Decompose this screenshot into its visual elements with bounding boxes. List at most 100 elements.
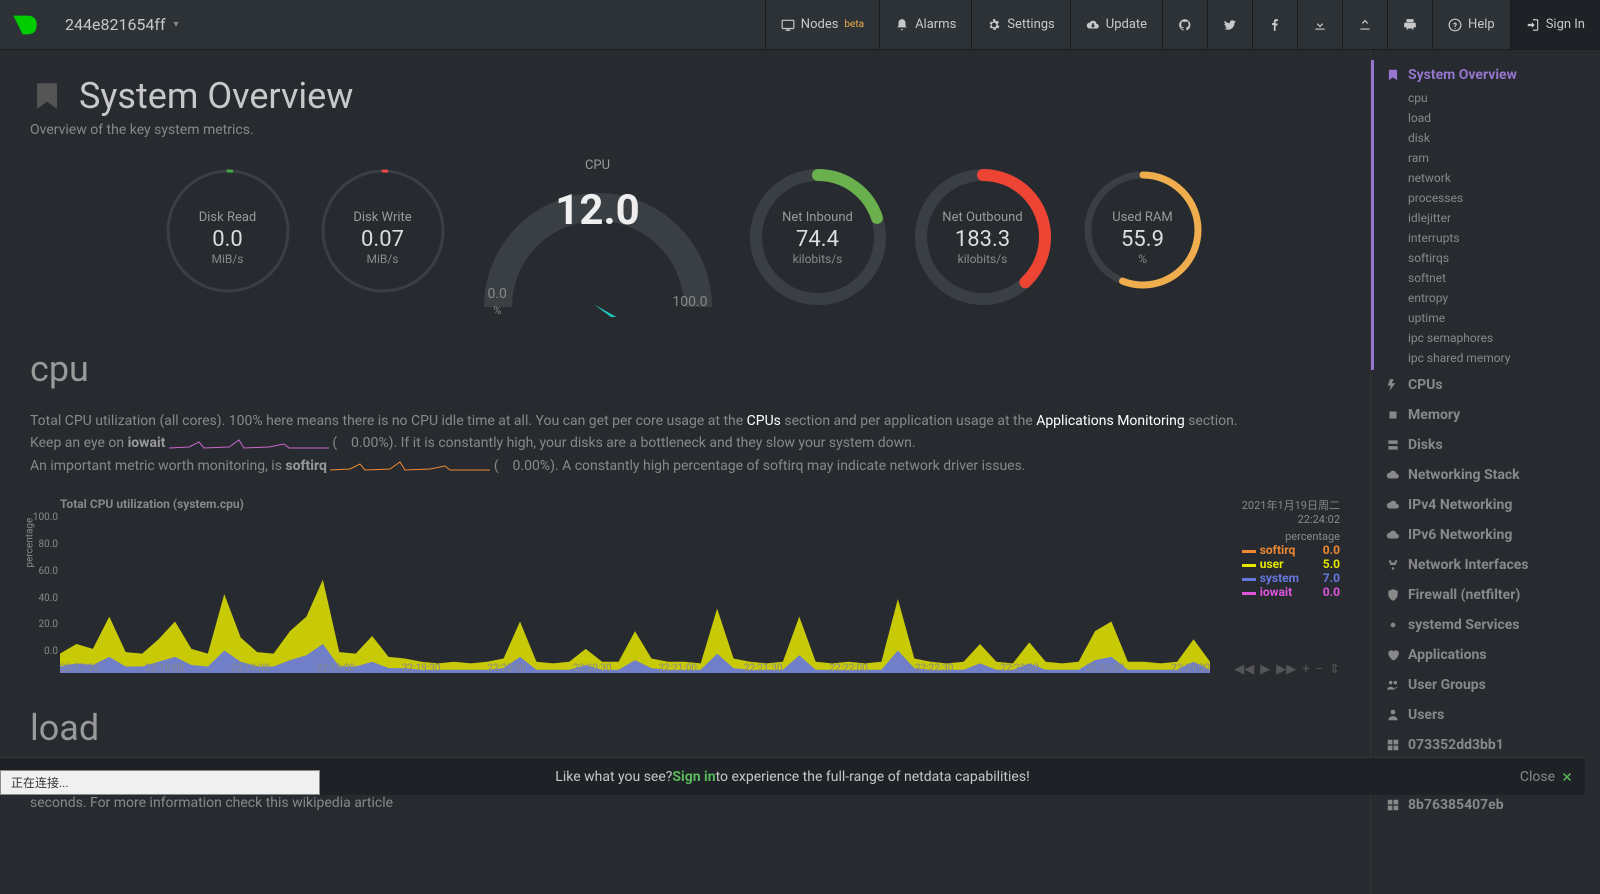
gauge-net-out[interactable]: Net Outbound183.3kilobits/s xyxy=(908,163,1058,313)
twitter-button[interactable] xyxy=(1207,0,1252,49)
chip-icon xyxy=(1386,408,1400,422)
legend-axis-label: percentage xyxy=(1242,530,1340,543)
gauge-disk-write[interactable]: Disk Write0.07MiB/s xyxy=(313,168,453,308)
help-button[interactable]: Help xyxy=(1432,0,1510,49)
legend-timestamp: 2021年1月19日周二 22:24:02 xyxy=(1242,497,1340,526)
bell-icon xyxy=(895,18,909,32)
sidebar-sub-processes[interactable]: processes xyxy=(1386,188,1560,208)
y-axis: 100.080.060.040.020.00.0 xyxy=(30,512,58,657)
cloud-icon xyxy=(1386,468,1400,482)
banner-suffix: to experience the full-range of netdata … xyxy=(716,769,1030,785)
settings-button[interactable]: Settings xyxy=(971,0,1069,49)
cpu-section-title: cpu xyxy=(30,348,1340,390)
disk-icon xyxy=(1386,438,1400,452)
signin-button[interactable]: Sign In xyxy=(1510,0,1600,49)
chart-title: Total CPU utilization (system.cpu) xyxy=(60,497,244,511)
netdata-logo-icon xyxy=(11,11,39,39)
cloud-icon xyxy=(1386,498,1400,512)
github-button[interactable] xyxy=(1162,0,1207,49)
cloud-download-icon xyxy=(1086,18,1100,32)
sidebar-sub-ram[interactable]: ram xyxy=(1386,148,1560,168)
cogs-icon xyxy=(1386,618,1400,632)
banner-signin-link[interactable]: Sign in xyxy=(672,769,715,785)
sidebar-users[interactable]: Users xyxy=(1371,700,1560,730)
signin-icon xyxy=(1526,18,1540,32)
sidebar-sub-softnet[interactable]: softnet xyxy=(1386,268,1560,288)
signin-label: Sign In xyxy=(1546,17,1585,32)
x-axis: 22:17:3022:18:0022:18:3022:19:0022:19:30… xyxy=(60,663,1210,674)
sidebar-ipv4-networking[interactable]: IPv4 Networking xyxy=(1371,490,1560,520)
banner-prefix: Like what you see? xyxy=(555,769,672,785)
sitemap-icon xyxy=(1386,558,1400,572)
nodes-button[interactable]: Nodes beta xyxy=(765,0,879,49)
shield-icon xyxy=(1386,588,1400,602)
chart-zoom-out[interactable]: − xyxy=(1316,662,1323,677)
sidebar-firewall-netfilter-[interactable]: Firewall (netfilter) xyxy=(1371,580,1560,610)
nodes-label: Nodes xyxy=(801,17,839,32)
sidebar-overview[interactable]: System Overviewcpuloaddiskramnetworkproc… xyxy=(1371,60,1560,370)
sidebar-sub-disk[interactable]: disk xyxy=(1386,128,1560,148)
gauges-row: Disk Read0.0MiB/s Disk Write0.07MiB/s CP… xyxy=(30,158,1340,318)
print-button[interactable] xyxy=(1387,0,1432,49)
facebook-icon xyxy=(1268,18,1282,32)
load-section-title: load xyxy=(30,707,1340,749)
close-icon xyxy=(1561,771,1573,783)
sidebar-sub-uptime[interactable]: uptime xyxy=(1386,308,1560,328)
sidebar-073352dd3bb1[interactable]: 073352dd3bb1 xyxy=(1371,730,1560,760)
chart-zoom-in[interactable]: + xyxy=(1302,662,1309,677)
logo[interactable] xyxy=(0,0,50,50)
sidebar-sub-interrupts[interactable]: interrupts xyxy=(1386,228,1560,248)
bookmark-icon xyxy=(1386,68,1400,82)
chart-forward[interactable]: ▶▶ xyxy=(1276,662,1296,677)
cpu-chart[interactable]: percentage Total CPU utilization (system… xyxy=(30,497,1340,677)
topbar: 244e821654ff Nodes beta Alarms Settings … xyxy=(0,0,1600,50)
gauge-disk-read[interactable]: Disk Read0.0MiB/s xyxy=(158,168,298,308)
sidebar-sub-load[interactable]: load xyxy=(1386,108,1560,128)
alarms-button[interactable]: Alarms xyxy=(879,0,971,49)
beta-badge: beta xyxy=(844,19,864,30)
facebook-button[interactable] xyxy=(1252,0,1297,49)
sidebar-ipv6-networking[interactable]: IPv6 Networking xyxy=(1371,520,1560,550)
page-title: System Overview xyxy=(79,75,353,117)
sidebar-systemd-services[interactable]: systemd Services xyxy=(1371,610,1560,640)
sidebar-cpus[interactable]: CPUs xyxy=(1371,370,1560,400)
gear-icon xyxy=(987,18,1001,32)
chart-legend: 2021年1月19日周二 22:24:02 percentage softirq… xyxy=(1242,497,1340,599)
browser-status-bar: 正在连接... xyxy=(0,770,320,795)
chart-play[interactable]: ▶ xyxy=(1260,662,1270,677)
sidebar-memory[interactable]: Memory xyxy=(1371,400,1560,430)
download-button[interactable] xyxy=(1297,0,1342,49)
banner-close[interactable]: Close xyxy=(1520,769,1573,785)
chart-svg xyxy=(60,512,1210,673)
sidebar-network-interfaces[interactable]: Network Interfaces xyxy=(1371,550,1560,580)
sidebar-sub-ipc-semaphores[interactable]: ipc semaphores xyxy=(1386,328,1560,348)
help-icon xyxy=(1448,18,1462,32)
sidebar-sub-idlejitter[interactable]: idlejitter xyxy=(1386,208,1560,228)
sidebar-user-groups[interactable]: User Groups xyxy=(1371,670,1560,700)
gauge-ram[interactable]: Used RAM55.9% xyxy=(1073,168,1213,308)
print-icon xyxy=(1403,18,1417,32)
sidebar-sub-cpu[interactable]: cpu xyxy=(1386,88,1560,108)
update-button[interactable]: Update xyxy=(1070,0,1162,49)
sidebar-sub-entropy[interactable]: entropy xyxy=(1386,288,1560,308)
chart-rewind[interactable]: ◀◀ xyxy=(1234,662,1254,677)
heart-icon xyxy=(1386,648,1400,662)
sidebar-sub-softirqs[interactable]: softirqs xyxy=(1386,248,1560,268)
sidebar-sub-ipc-shared-memory[interactable]: ipc shared memory xyxy=(1386,348,1560,368)
help-label: Help xyxy=(1468,17,1495,32)
gauge-cpu[interactable]: CPU 12.0 0.0% 100.0 xyxy=(468,158,728,318)
chart-resize[interactable]: ⇕ xyxy=(1329,662,1340,677)
sidebar-applications[interactable]: Applications xyxy=(1371,640,1560,670)
download-icon xyxy=(1313,18,1327,32)
sidebar-networking-stack[interactable]: Networking Stack xyxy=(1371,460,1560,490)
cpu-description: Total CPU utilization (all cores). 100% … xyxy=(30,410,1340,477)
hostname-dropdown[interactable]: 244e821654ff xyxy=(50,15,194,34)
sidebar-disks[interactable]: Disks xyxy=(1371,430,1560,460)
upload-button[interactable] xyxy=(1342,0,1387,49)
th-icon xyxy=(1386,798,1400,812)
users-icon xyxy=(1386,678,1400,692)
gauge-net-in[interactable]: Net Inbound74.4kilobits/s xyxy=(743,163,893,313)
settings-label: Settings xyxy=(1007,17,1054,32)
github-icon xyxy=(1178,18,1192,32)
sidebar-sub-network[interactable]: network xyxy=(1386,168,1560,188)
